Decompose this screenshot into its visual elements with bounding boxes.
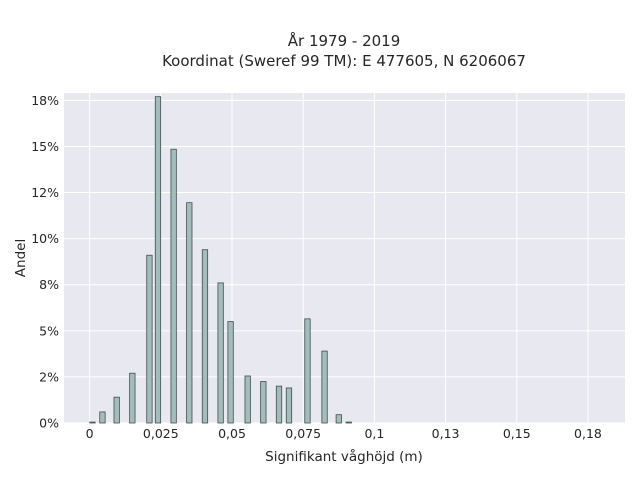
histogram-bar [227, 321, 234, 424]
y-tick-label: 18% [31, 93, 59, 108]
histogram-bar [321, 350, 328, 424]
histogram-bar [170, 148, 177, 424]
histogram-bar [129, 372, 136, 424]
x-tick-label: 0,025 [143, 426, 179, 441]
x-tick-label: 0,15 [503, 426, 531, 441]
x-tick-label: 0,075 [285, 426, 321, 441]
histogram-bar [244, 375, 251, 424]
histogram-bar [113, 396, 120, 424]
histogram-bar [335, 414, 342, 424]
histogram-bar [345, 421, 352, 424]
y-tick-label: 0% [39, 416, 59, 431]
x-axis-label: Signifikant våghöjd (m) [265, 448, 423, 465]
y-tick-label: 8% [39, 277, 59, 292]
y-axis-label: Andel [13, 239, 29, 277]
x-tick-label: 0,13 [432, 426, 460, 441]
chart-title-line-1: År 1979 - 2019 [288, 31, 401, 50]
y-tick-label: 15% [31, 139, 59, 154]
histogram-bar [260, 381, 267, 424]
histogram-bar [89, 421, 96, 424]
histogram-bar [186, 202, 193, 424]
histogram-bar [275, 385, 283, 424]
histogram-bar [304, 318, 311, 424]
histogram-bar [99, 411, 106, 424]
histogram-bar [285, 387, 293, 424]
x-tick-label: 0 [86, 426, 94, 441]
y-tick-label: 10% [31, 231, 59, 246]
x-tick-label: 0,18 [574, 426, 602, 441]
y-tick-labels: 0% 2% 5% 8% 10% 12% 15% 18% [31, 93, 59, 431]
bars [89, 96, 352, 424]
x-tick-labels: 0 0,025 0,05 0,075 0,1 0,13 0,15 0,18 [86, 426, 602, 441]
histogram-bar [217, 282, 224, 424]
y-tick-label: 5% [39, 323, 59, 338]
histogram-bar [201, 249, 209, 424]
x-tick-label: 0,1 [364, 426, 384, 441]
y-tick-label: 2% [39, 369, 59, 384]
y-tick-label: 12% [31, 185, 59, 200]
chart-title-line-2: Koordinat (Sweref 99 TM): E 477605, N 62… [162, 52, 526, 70]
x-tick-label: 0,05 [218, 426, 246, 441]
histogram-bar [146, 254, 153, 424]
histogram-bar [154, 96, 162, 424]
